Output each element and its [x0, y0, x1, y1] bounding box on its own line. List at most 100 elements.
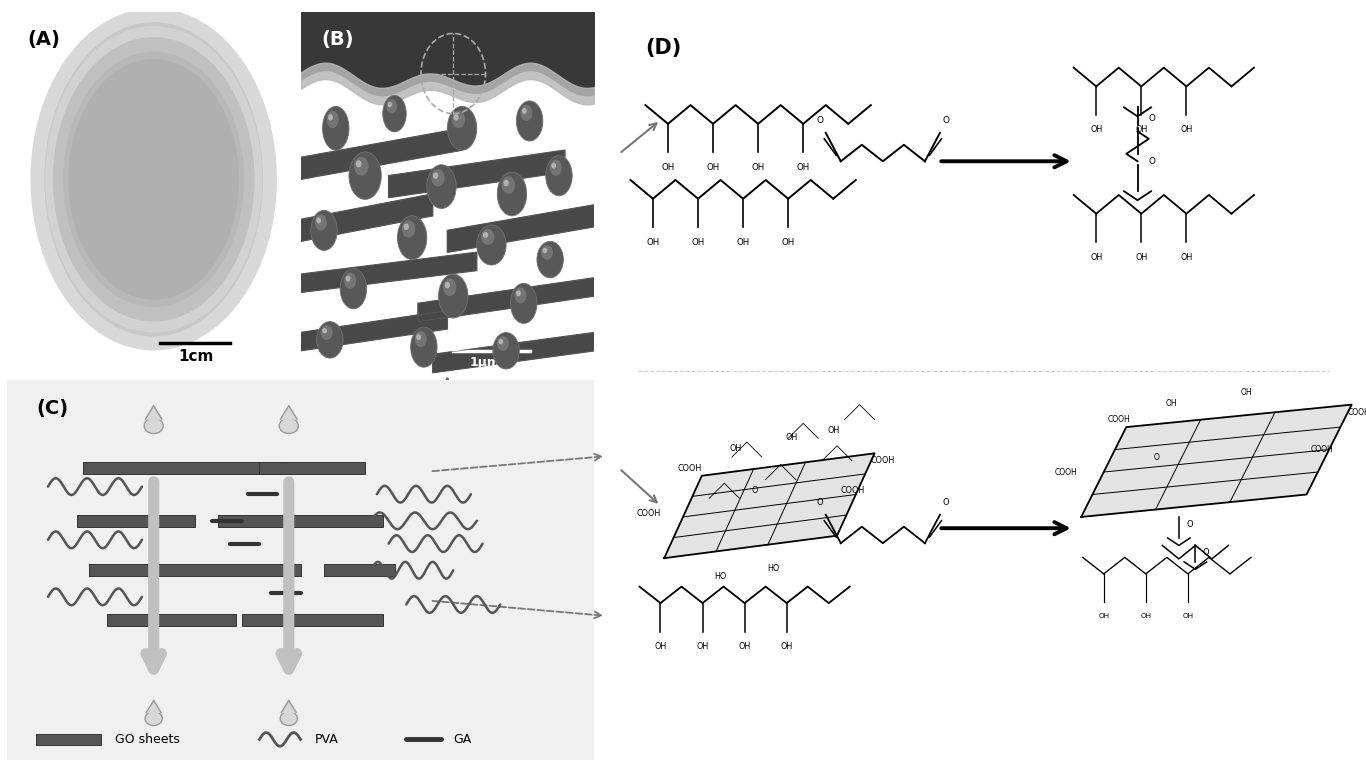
Ellipse shape [280, 711, 298, 726]
Polygon shape [301, 252, 477, 293]
Text: OH: OH [1141, 613, 1152, 619]
Polygon shape [389, 151, 566, 197]
Text: COOH: COOH [1348, 408, 1366, 416]
Ellipse shape [53, 37, 254, 322]
Text: COOH: COOH [1108, 415, 1130, 424]
Text: PVA: PVA [316, 733, 339, 746]
Text: OH: OH [691, 237, 705, 247]
Ellipse shape [145, 418, 163, 434]
Text: O: O [1203, 548, 1209, 558]
Text: OH: OH [654, 642, 667, 651]
Text: COOH: COOH [872, 456, 895, 465]
Text: OH: OH [739, 642, 751, 651]
Text: (B): (B) [321, 30, 354, 48]
Ellipse shape [516, 290, 520, 296]
FancyBboxPatch shape [242, 614, 382, 626]
Text: OH: OH [796, 163, 810, 172]
Ellipse shape [452, 111, 466, 128]
Text: OH: OH [1135, 125, 1147, 134]
Polygon shape [1082, 405, 1352, 517]
Ellipse shape [415, 331, 426, 347]
Text: OH: OH [1165, 399, 1177, 409]
FancyBboxPatch shape [89, 564, 301, 576]
Ellipse shape [316, 214, 326, 230]
Ellipse shape [504, 180, 508, 187]
Ellipse shape [520, 105, 533, 121]
Ellipse shape [344, 273, 357, 289]
Polygon shape [281, 700, 296, 713]
FancyBboxPatch shape [83, 462, 283, 474]
Ellipse shape [328, 114, 333, 121]
Ellipse shape [382, 95, 406, 132]
Text: O: O [751, 486, 758, 495]
FancyBboxPatch shape [219, 515, 382, 527]
Ellipse shape [317, 217, 321, 223]
Ellipse shape [443, 279, 456, 296]
Ellipse shape [348, 152, 381, 200]
Ellipse shape [552, 163, 556, 169]
Text: COOH: COOH [841, 486, 865, 495]
Text: OH: OH [1090, 253, 1102, 262]
Ellipse shape [438, 274, 469, 318]
Ellipse shape [537, 241, 563, 278]
Polygon shape [301, 311, 448, 351]
Polygon shape [145, 406, 163, 419]
Polygon shape [433, 333, 594, 372]
Text: O: O [943, 498, 949, 507]
Ellipse shape [37, 15, 270, 343]
Ellipse shape [322, 106, 348, 151]
Ellipse shape [279, 418, 298, 434]
Ellipse shape [481, 229, 494, 245]
Text: HO: HO [714, 571, 727, 581]
Ellipse shape [516, 101, 542, 141]
Text: OH: OH [729, 445, 742, 453]
Text: OH: OH [785, 433, 798, 442]
Text: OH: OH [828, 425, 839, 435]
Polygon shape [448, 205, 594, 252]
Text: OH: OH [1180, 125, 1193, 134]
Ellipse shape [145, 711, 163, 726]
FancyBboxPatch shape [260, 462, 365, 474]
Text: GO sheets: GO sheets [116, 733, 180, 746]
Ellipse shape [355, 161, 362, 167]
Ellipse shape [432, 169, 444, 187]
Ellipse shape [63, 51, 245, 307]
Ellipse shape [493, 333, 519, 369]
Polygon shape [664, 453, 874, 558]
Ellipse shape [321, 326, 333, 339]
Text: O: O [817, 116, 824, 125]
Text: OH: OH [1090, 125, 1102, 134]
Ellipse shape [522, 108, 527, 114]
FancyBboxPatch shape [107, 614, 236, 626]
Text: O: O [1147, 157, 1154, 166]
Text: O: O [1147, 114, 1154, 123]
Polygon shape [301, 128, 462, 180]
Ellipse shape [550, 160, 561, 176]
Text: OH: OH [751, 163, 765, 172]
Text: 1cm: 1cm [179, 349, 214, 363]
FancyBboxPatch shape [36, 734, 101, 745]
Ellipse shape [426, 165, 456, 209]
Ellipse shape [433, 172, 438, 179]
Ellipse shape [542, 248, 548, 253]
Ellipse shape [501, 177, 515, 194]
Ellipse shape [511, 283, 537, 323]
Ellipse shape [454, 114, 459, 121]
Text: COOH: COOH [1310, 445, 1333, 454]
Ellipse shape [317, 322, 343, 358]
FancyBboxPatch shape [324, 564, 395, 576]
Text: HO: HO [768, 564, 779, 573]
FancyBboxPatch shape [0, 372, 612, 768]
Text: OH: OH [646, 237, 660, 247]
Ellipse shape [417, 334, 421, 340]
Text: OH: OH [781, 237, 795, 247]
FancyBboxPatch shape [78, 515, 195, 527]
Text: O: O [817, 498, 824, 507]
Ellipse shape [322, 328, 326, 333]
Text: OH: OH [697, 642, 709, 651]
Ellipse shape [354, 157, 369, 176]
Text: COOH: COOH [1055, 468, 1078, 476]
Ellipse shape [74, 66, 234, 293]
Ellipse shape [45, 26, 262, 333]
Ellipse shape [541, 245, 553, 260]
